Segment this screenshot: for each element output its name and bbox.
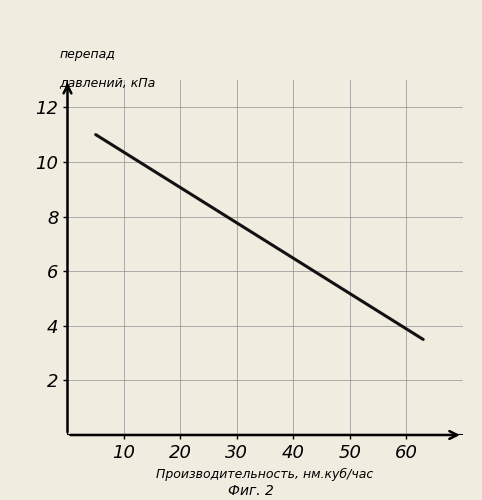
Text: давлений, кПа: давлений, кПа — [60, 76, 156, 90]
Text: Фиг. 2: Фиг. 2 — [228, 484, 274, 498]
X-axis label: Производительность, нм.куб/час: Производительность, нм.куб/час — [157, 468, 374, 480]
Text: перепад: перепад — [60, 48, 116, 61]
